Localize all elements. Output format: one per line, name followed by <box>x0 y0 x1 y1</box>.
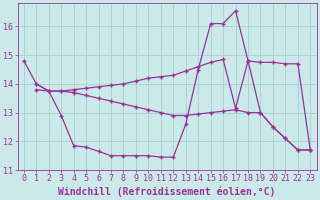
X-axis label: Windchill (Refroidissement éolien,°C): Windchill (Refroidissement éolien,°C) <box>58 186 276 197</box>
